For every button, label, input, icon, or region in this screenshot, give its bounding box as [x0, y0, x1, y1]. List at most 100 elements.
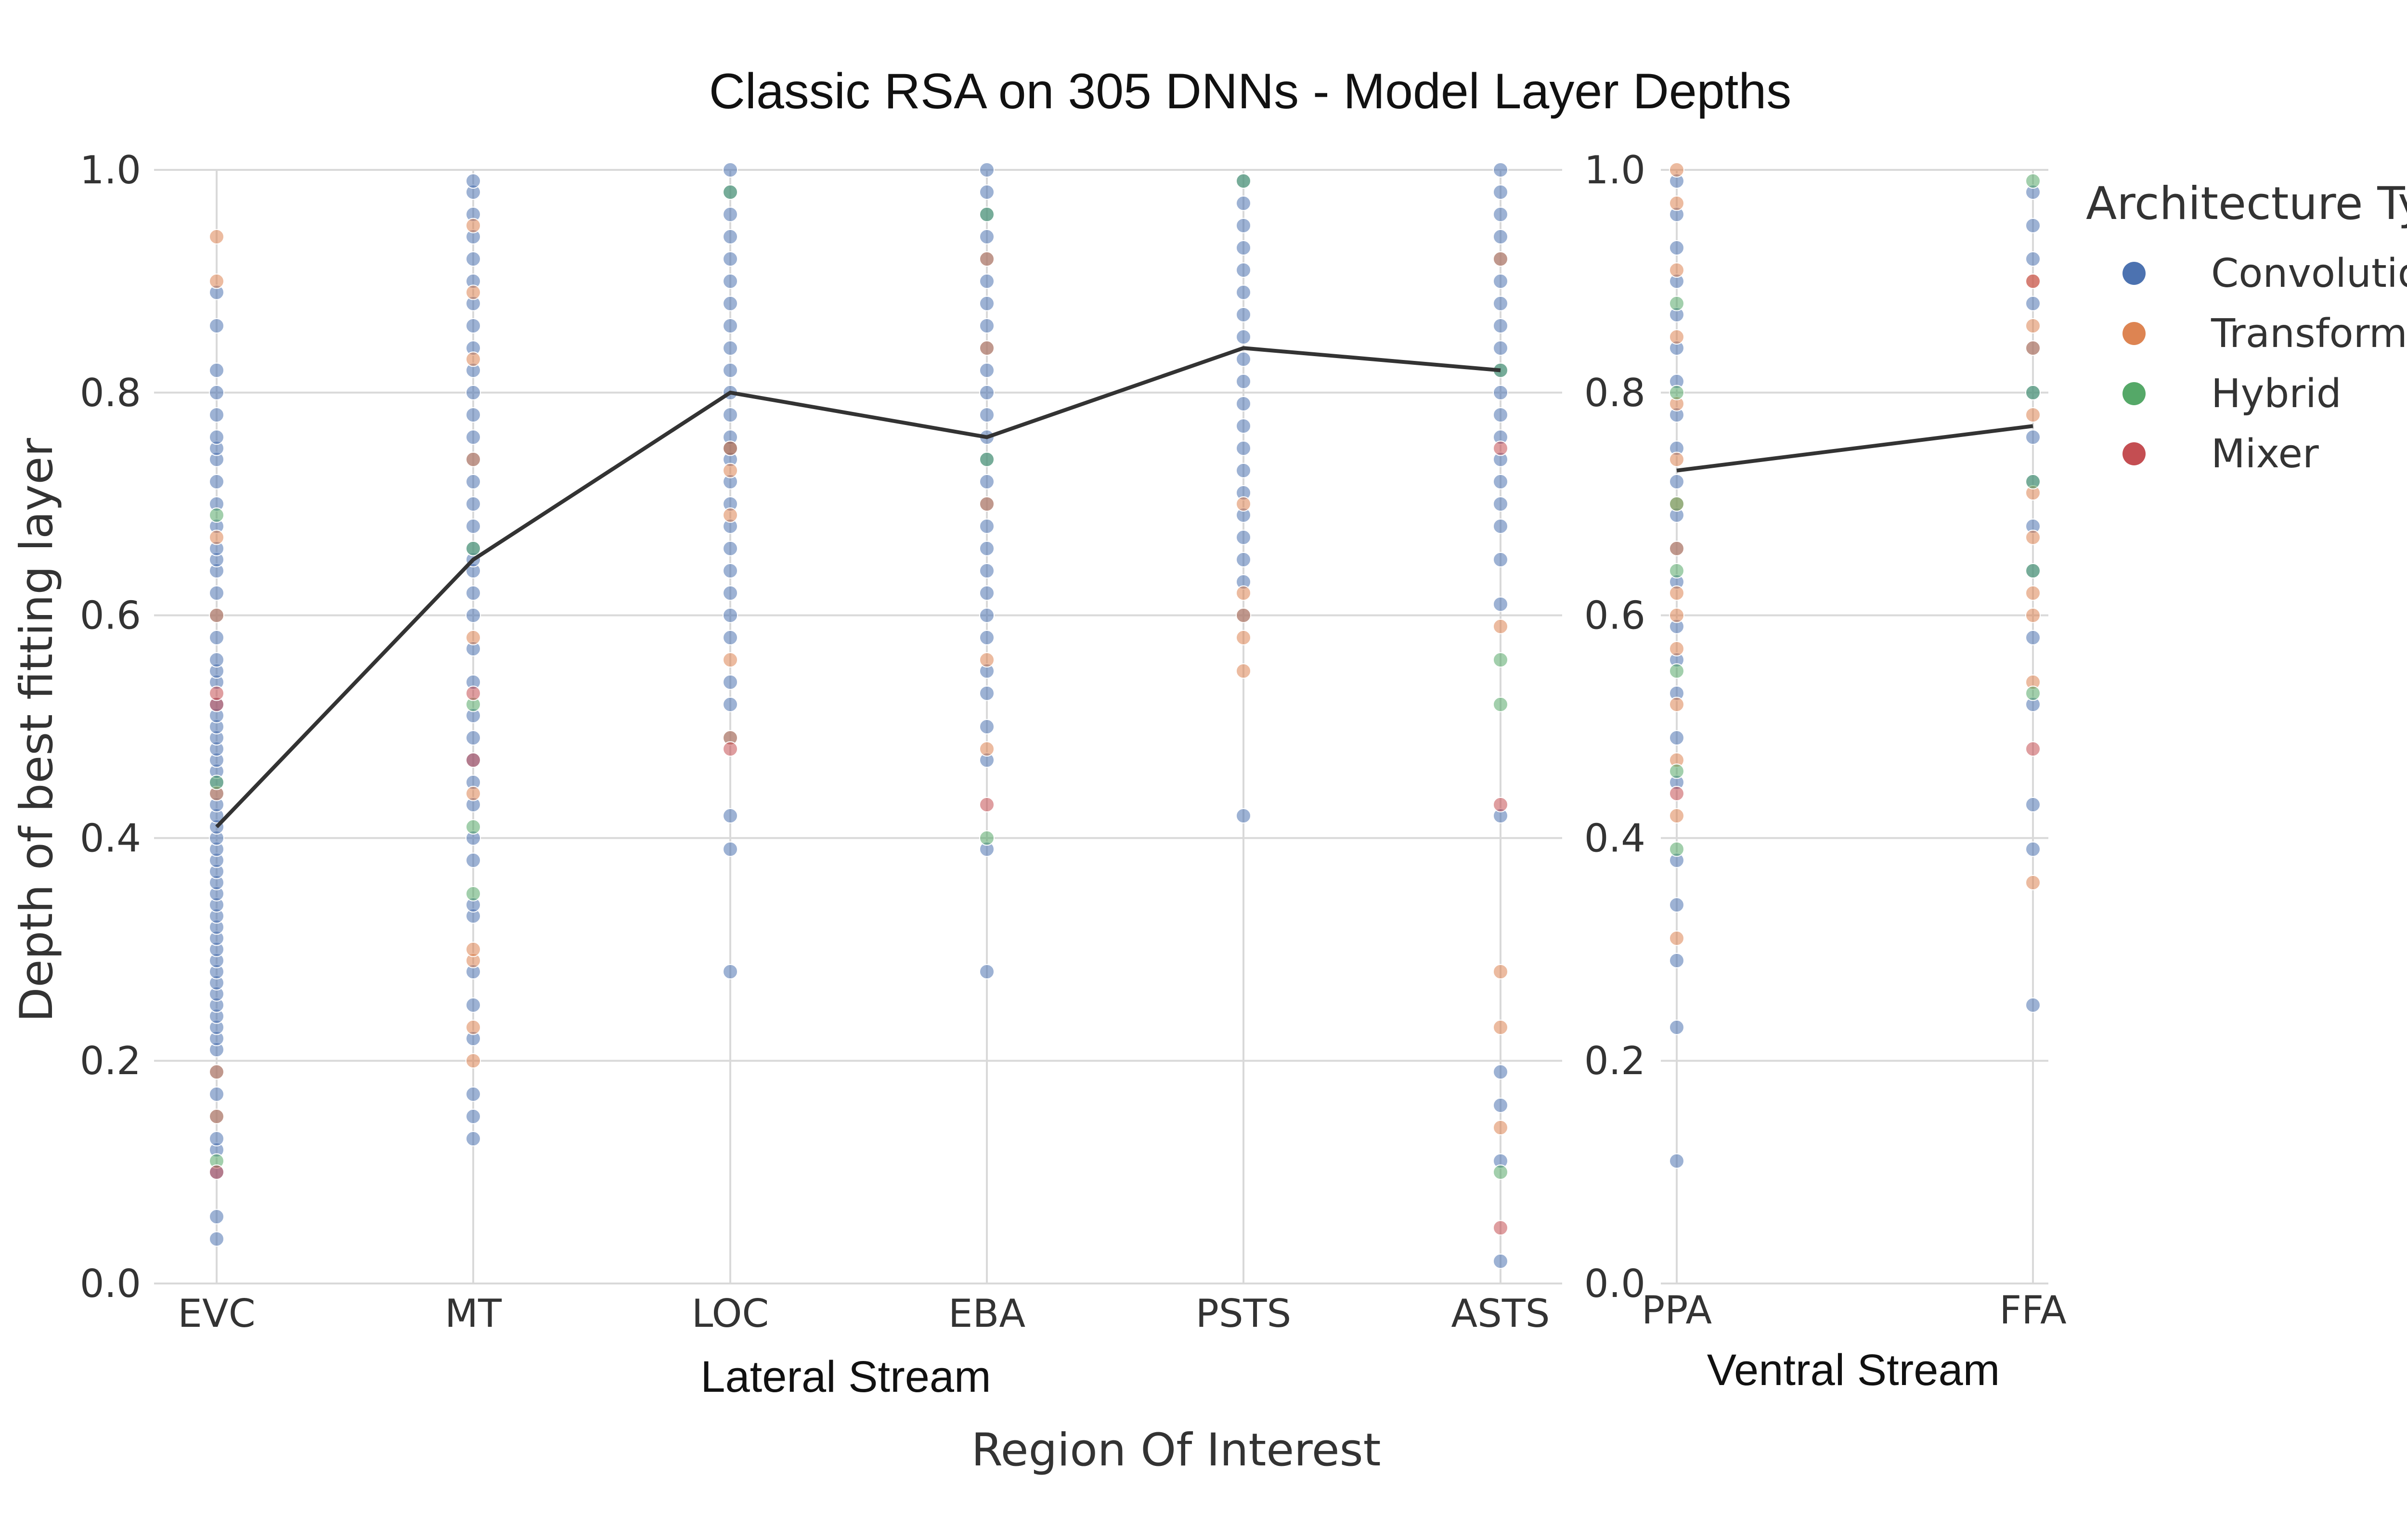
point-transformer [466, 1053, 481, 1069]
point-convolutional [1669, 474, 1684, 489]
y-tick-label: 0.0 [80, 1261, 141, 1306]
point-transformer [2025, 529, 2041, 545]
point-hybrid [466, 819, 481, 835]
point-mixer [2025, 273, 2041, 289]
y-tick-label: 0.6 [1584, 593, 1645, 638]
legend-label-mixer: Mixer [2211, 431, 2319, 477]
point-convolutional [1493, 1097, 1508, 1113]
point-transformer [1493, 1019, 1508, 1035]
point-hybrid [979, 830, 995, 846]
point-convolutional [1493, 273, 1508, 289]
point-convolutional [1236, 373, 1251, 389]
point-hybrid [2025, 563, 2041, 579]
point-convolutional [2025, 251, 2041, 267]
y-axis-label: Depth of best fitting layer [11, 438, 63, 1022]
point-convolutional [1493, 1064, 1508, 1080]
point-transformer [1669, 329, 1684, 345]
point-convolutional [1669, 952, 1684, 968]
legend-label-transformer: Transformer [2211, 311, 2407, 357]
point-transformer [209, 1064, 224, 1080]
point-hybrid [466, 540, 481, 556]
point-hybrid [209, 774, 224, 790]
point-hybrid [1236, 173, 1251, 189]
point-hybrid [2025, 385, 2041, 400]
point-convolutional [209, 652, 224, 668]
point-convolutional [723, 585, 738, 601]
point-mixer [1493, 1220, 1508, 1236]
point-convolutional [1493, 184, 1508, 200]
point-convolutional [723, 540, 738, 556]
y-tick-label: 0.2 [80, 1039, 141, 1083]
legend-marker-hybrid [2122, 382, 2146, 405]
point-mixer [466, 685, 481, 701]
point-convolutional [466, 407, 481, 423]
x-tick-label-psts: PSTS [1196, 1291, 1292, 1336]
point-convolutional [979, 719, 995, 734]
point-convolutional [1236, 396, 1251, 411]
point-transformer [1236, 629, 1251, 645]
point-convolutional [1493, 1253, 1508, 1269]
point-convolutional [979, 362, 995, 378]
point-convolutional [1669, 1019, 1684, 1035]
point-transformer [209, 607, 224, 623]
point-mixer [209, 685, 224, 701]
point-convolutional [1493, 295, 1508, 311]
point-transformer [209, 529, 224, 545]
point-convolutional [1493, 407, 1508, 423]
point-convolutional [466, 173, 481, 189]
point-convolutional [1236, 418, 1251, 434]
point-transformer [1493, 251, 1508, 267]
point-hybrid [209, 507, 224, 523]
y-tick-label: 0.0 [1584, 1261, 1645, 1306]
point-transformer [1669, 540, 1684, 556]
point-convolutional [979, 318, 995, 334]
point-convolutional [2025, 841, 2041, 857]
ventral-stream-label: Ventral Stream [1707, 1346, 2000, 1395]
point-hybrid [1669, 496, 1684, 512]
legend-title: Architecture Type [2086, 178, 2407, 230]
point-transformer [979, 251, 995, 267]
point-convolutional [466, 518, 481, 534]
point-hybrid [1493, 696, 1508, 712]
legend-marker-transformer [2122, 322, 2146, 345]
point-convolutional [979, 229, 995, 244]
point-convolutional [466, 607, 481, 623]
point-transformer [979, 340, 995, 356]
point-transformer [1493, 964, 1508, 980]
point-convolutional [1493, 596, 1508, 612]
point-convolutional [723, 362, 738, 378]
point-transformer [723, 507, 738, 523]
y-tick-label: 1.0 [80, 148, 141, 192]
point-convolutional [1493, 206, 1508, 222]
point-convolutional [1236, 218, 1251, 233]
point-convolutional [466, 251, 481, 267]
point-mixer [209, 1164, 224, 1180]
point-hybrid [1493, 652, 1508, 668]
point-convolutional [979, 563, 995, 579]
point-convolutional [209, 1131, 224, 1147]
point-hybrid [1669, 763, 1684, 779]
point-convolutional [1236, 240, 1251, 256]
point-mixer [1669, 785, 1684, 801]
point-convolutional [466, 852, 481, 868]
y-tick-label: 1.0 [1584, 148, 1645, 192]
point-transformer [2025, 407, 2041, 423]
point-transformer [2025, 607, 2041, 623]
point-convolutional [2025, 796, 2041, 812]
point-convolutional [1669, 897, 1684, 913]
lateral-stream-panel: 0.0 0.2 0.4 0.6 0.8 1.0 EVC MT LOC EBA PSTS ASTS [80, 148, 1562, 1336]
point-convolutional [209, 585, 224, 601]
point-transformer [466, 451, 481, 467]
point-convolutional [466, 385, 481, 400]
point-convolutional [723, 696, 738, 712]
point-hybrid [2025, 685, 2041, 701]
point-hybrid [979, 451, 995, 467]
point-convolutional [466, 474, 481, 489]
point-convolutional [2025, 295, 2041, 311]
point-hybrid [466, 886, 481, 902]
point-convolutional [466, 585, 481, 601]
point-convolutional [209, 362, 224, 378]
point-convolutional [1493, 340, 1508, 356]
point-mixer [1493, 440, 1508, 456]
point-convolutional [979, 685, 995, 701]
